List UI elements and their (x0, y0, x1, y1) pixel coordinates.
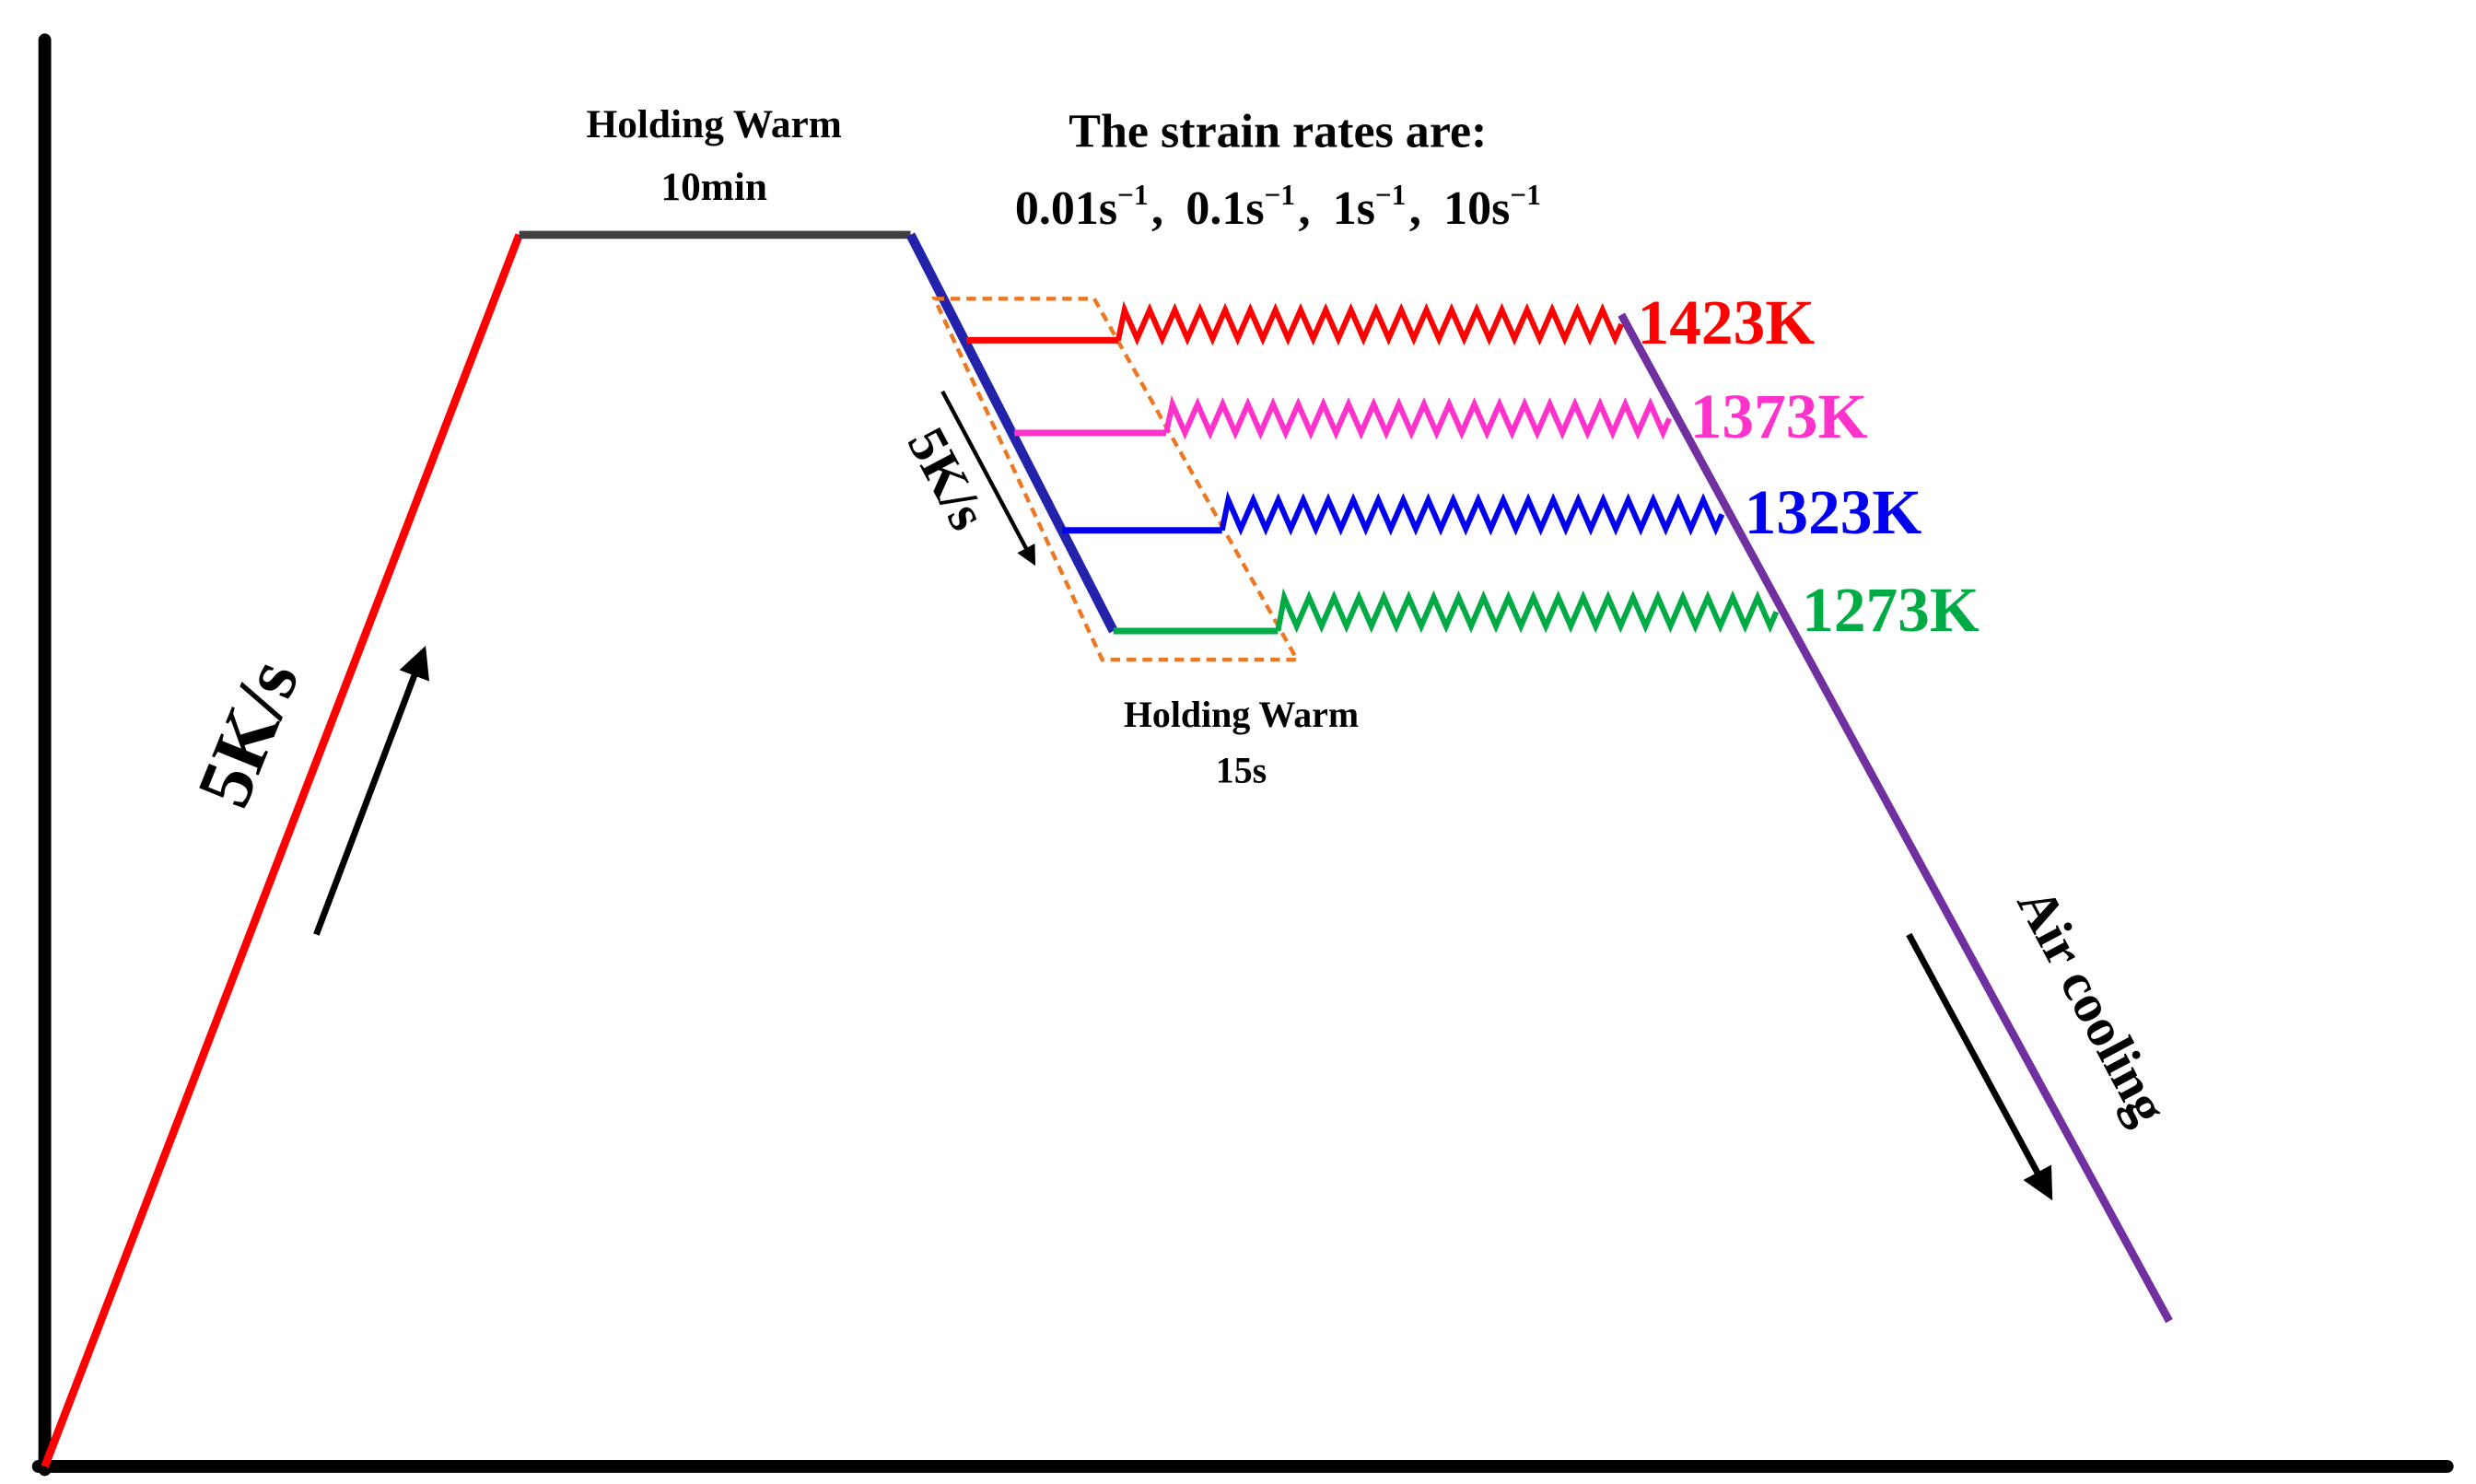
air-cooling-arrow (1906, 932, 2053, 1201)
heating-rate: 5K/s (181, 649, 316, 819)
rate-exponent: −1 (1510, 179, 1540, 211)
cooling-arrow (940, 390, 1036, 567)
rate-separator: , (1409, 182, 1421, 235)
temperature-label: 1373K (1690, 381, 1868, 452)
temperature-label: 1273K (1802, 575, 1980, 646)
holding-time: 10min (660, 165, 767, 209)
temperature-label: 1323K (1745, 477, 1922, 548)
air-cooling-line (1618, 312, 2173, 1324)
heating-arrow (313, 646, 429, 936)
rate-value: 0.1s (1185, 182, 1264, 235)
deformation-zigzag (1275, 588, 1780, 634)
deformation-zigzag (1219, 490, 1725, 536)
rate-exponent: −1 (1375, 179, 1406, 211)
cooling-rate: 5K/s (896, 417, 999, 539)
rate-value: 1s (1333, 182, 1375, 235)
deformation-steps: 1423K 1373K 1323K 1273K (966, 287, 1980, 646)
rate-value: 10s (1443, 182, 1510, 235)
heating-line (41, 233, 523, 1468)
holding-time: 15s (1216, 750, 1267, 791)
air-cooling-label: Air cooling (2005, 878, 2179, 1133)
temperature-label: 1423K (1638, 287, 1816, 358)
holding-label: Holding Warm (1124, 694, 1359, 735)
strain-rates: 0.01s−1, 0.1s−1, 1s−1, 10s−1 (1015, 179, 1541, 235)
rate-value: 0.01s (1015, 182, 1117, 235)
holding-box (931, 297, 1301, 662)
rate-exponent: −1 (1117, 179, 1148, 211)
deformation-zigzag (1162, 394, 1672, 440)
rate-separator: , (1151, 182, 1163, 235)
rate-exponent: −1 (1265, 179, 1295, 211)
deformation-zigzag (1115, 300, 1624, 346)
holding-label: Holding Warm (587, 102, 842, 146)
rate-separator: , (1298, 182, 1310, 235)
strain-title: The strain rates are: (1069, 106, 1487, 158)
cooling-line (905, 232, 1118, 634)
